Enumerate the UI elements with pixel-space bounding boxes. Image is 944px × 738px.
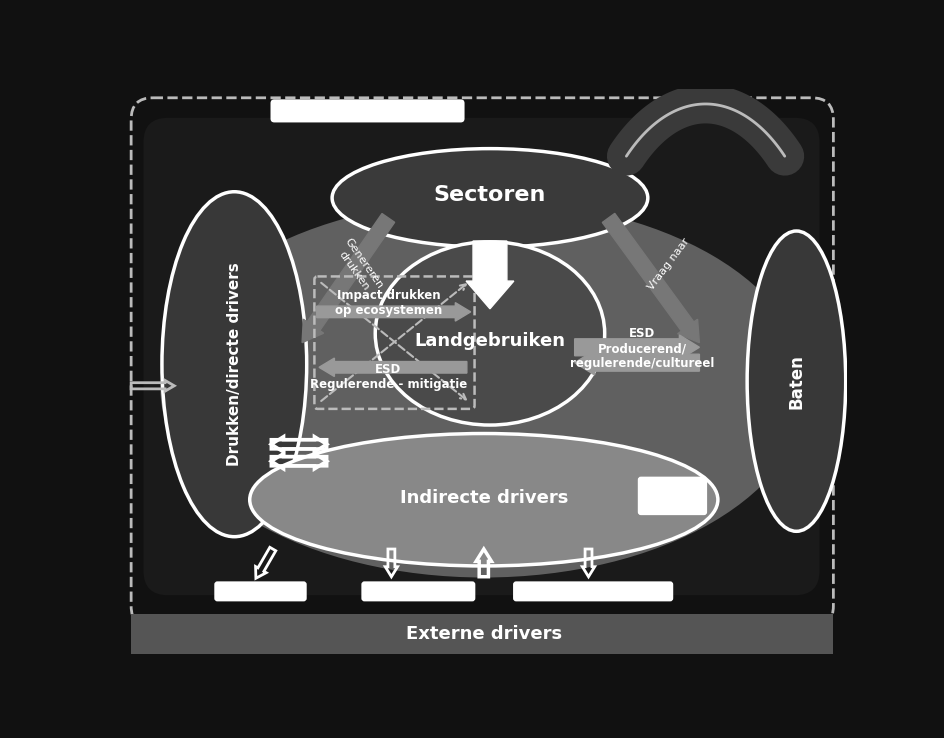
Text: Baten: Baten [787,354,805,409]
Text: Indirecte drivers: Indirecte drivers [399,489,568,507]
FancyArrow shape [602,213,700,342]
FancyBboxPatch shape [143,118,819,596]
FancyArrow shape [316,303,471,321]
FancyArrow shape [302,213,395,342]
Text: ESD
Producerend/
regulerende/cultureel: ESD Producerend/ regulerende/cultureel [570,328,715,370]
Ellipse shape [162,192,307,537]
FancyArrow shape [466,241,514,308]
FancyBboxPatch shape [638,477,707,515]
Text: Sectoren: Sectoren [434,184,547,205]
FancyBboxPatch shape [513,582,673,601]
Text: Drukken/directe drivers: Drukken/directe drivers [227,262,242,466]
Text: Vraag naar: Vraag naar [646,236,691,292]
Text: Externe drivers: Externe drivers [406,625,562,643]
FancyArrow shape [575,335,700,359]
Bar [131,614,834,654]
FancyArrow shape [319,358,467,376]
Text: Genereren
drukken: Genereren drukken [333,237,385,297]
Ellipse shape [747,231,846,531]
FancyBboxPatch shape [362,582,476,601]
Text: Impact drukken
op ecosystemen: Impact drukken op ecosystemen [335,289,442,317]
FancyBboxPatch shape [271,100,464,123]
FancyArrow shape [575,351,700,375]
FancyBboxPatch shape [214,582,307,601]
Ellipse shape [160,200,807,578]
Ellipse shape [250,433,717,566]
Text: ESD
Regulerende - mitigatie: ESD Regulerende - mitigatie [310,362,467,390]
Ellipse shape [375,242,605,425]
Ellipse shape [332,148,648,247]
Text: Landgebruiken: Landgebruiken [414,332,565,350]
